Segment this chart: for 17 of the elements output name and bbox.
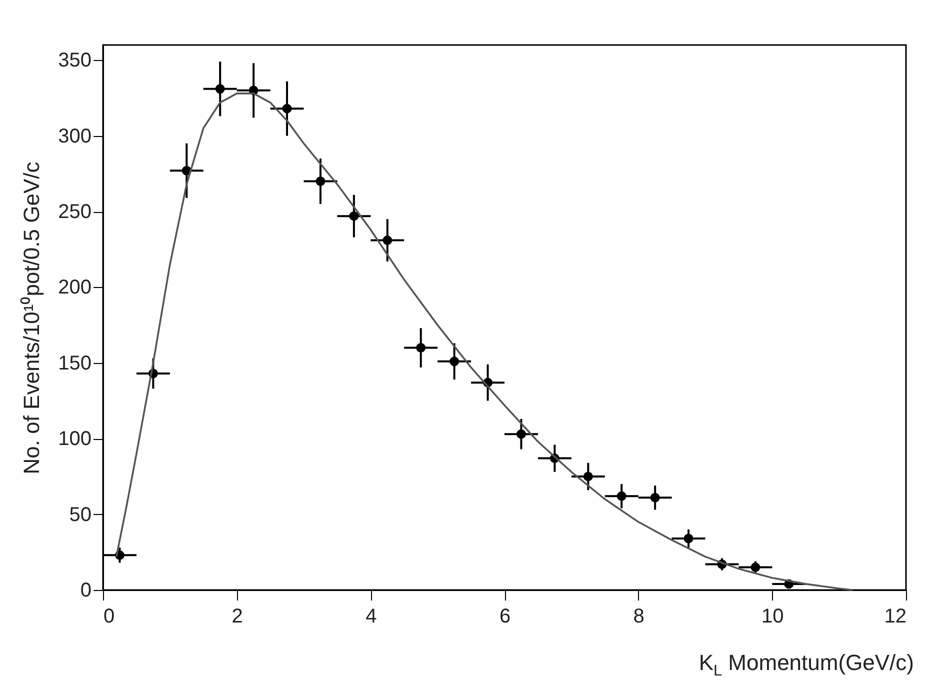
y-tick-label: 250 (58, 201, 92, 224)
y-tick-label: 200 (58, 276, 92, 299)
y-axis-title: No. of Events/10¹⁰pot/0.5 GeV/c (19, 162, 44, 474)
y-tick-label: 0 (80, 580, 92, 602)
x-tick-label: 8 (633, 606, 644, 628)
x-tick-label: 12 (884, 606, 906, 628)
x-tick-label: 10 (762, 606, 784, 628)
y-tick-label: 300 (58, 125, 92, 148)
x-axis-title: K$_{L}$ Momentum(GeV/c) (698, 650, 914, 680)
x-tick-label: 6 (499, 606, 511, 628)
y-tick-label: 100 (58, 428, 92, 450)
x-tick-label: 0 (104, 606, 115, 628)
y-tick-label: 50 (69, 504, 92, 526)
y-tick-label: 350 (58, 50, 92, 72)
x-tick-label: 4 (366, 606, 377, 628)
x-tick-label: 2 (232, 606, 243, 628)
y-tick-label: 150 (58, 352, 92, 374)
